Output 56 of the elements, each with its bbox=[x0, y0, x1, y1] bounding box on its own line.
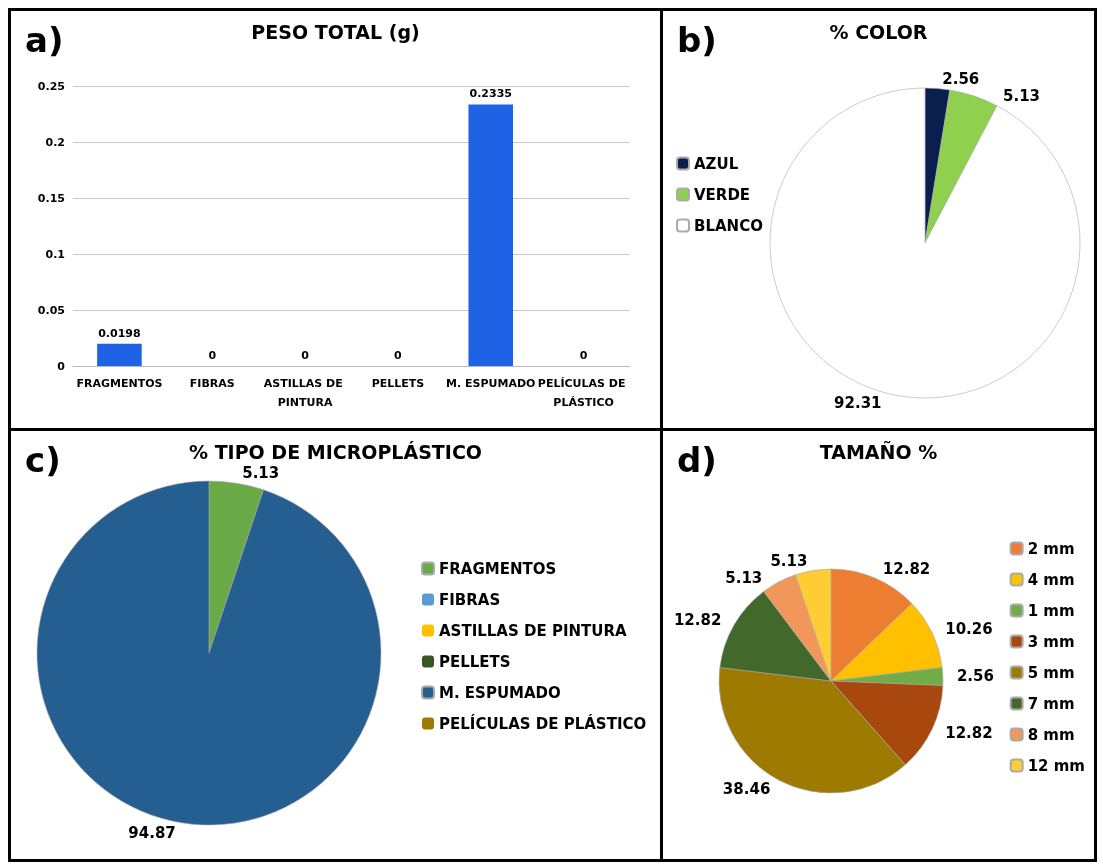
chart-title: TAMAÑO % bbox=[819, 439, 938, 463]
data-label: 38.46 bbox=[722, 780, 771, 799]
legend-label: 8 mm bbox=[1027, 725, 1075, 744]
y-tick-label: 0.25 bbox=[37, 79, 65, 93]
data-label: 5.13 bbox=[1003, 86, 1041, 105]
data-label: 12.82 bbox=[673, 611, 722, 630]
legend-label: PELLETS bbox=[439, 652, 511, 671]
x-tick-label: PELLETS bbox=[371, 377, 425, 390]
data-label: 12.82 bbox=[945, 724, 993, 743]
legend-label: FRAGMENTOS bbox=[439, 559, 557, 578]
legend-label: 5 mm bbox=[1027, 663, 1075, 682]
data-label: 5.13 bbox=[242, 464, 280, 483]
data-label: 0 bbox=[301, 349, 310, 362]
data-label: 2.56 bbox=[956, 667, 994, 686]
data-label: 5.13 bbox=[725, 568, 763, 587]
data-label: 0 bbox=[579, 349, 588, 362]
x-tick-label: FRAGMENTOS bbox=[76, 377, 163, 390]
y-tick-label: 0 bbox=[57, 359, 66, 373]
data-label: 10.26 bbox=[945, 619, 993, 638]
text: c) bbox=[25, 440, 61, 480]
x-tick-label: M. ESPUMADO bbox=[446, 377, 536, 390]
text: b) bbox=[677, 20, 717, 60]
data-label: 92.31 bbox=[834, 394, 882, 413]
legend-label: AZUL bbox=[694, 154, 739, 173]
chart-title: % COLOR bbox=[829, 20, 928, 43]
x-tick-label: FIBRAS bbox=[189, 377, 235, 390]
x-tick-label: PELÍCULAS DE PLÁSTICO bbox=[537, 377, 630, 409]
y-tick-label: 0.1 bbox=[45, 247, 65, 261]
legend-label: VERDE bbox=[694, 185, 751, 204]
legend-label: 2 mm bbox=[1027, 539, 1075, 558]
data-label: 0.0198 bbox=[98, 326, 141, 340]
legend-label: ASTILLAS DE PINTURA bbox=[439, 621, 627, 640]
data-label: 2.56 bbox=[942, 69, 980, 88]
x-tick-label: ASTILLAS DE PINTURA bbox=[263, 377, 347, 409]
data-label: 0 bbox=[208, 349, 217, 362]
legend-label: FIBRAS bbox=[439, 590, 501, 609]
legend-label: 4 mm bbox=[1027, 570, 1075, 589]
data-label: 0.2335 bbox=[469, 87, 512, 101]
y-tick-label: 0.15 bbox=[37, 191, 65, 205]
data-label: 5.13 bbox=[770, 551, 808, 570]
text: d) bbox=[677, 440, 717, 480]
legend-label: 7 mm bbox=[1027, 694, 1075, 713]
legend-label: 1 mm bbox=[1027, 601, 1075, 620]
chart-title: PESO TOTAL (g) bbox=[251, 20, 420, 43]
data-label: 0 bbox=[394, 349, 403, 362]
chart-title: % TIPO DE MICROPLÁSTICO bbox=[189, 440, 482, 463]
legend-label: M. ESPUMADO bbox=[439, 683, 561, 702]
y-tick-label: 0.05 bbox=[37, 303, 65, 317]
legend-label: PELÍCULAS DE PLÁSTICO bbox=[439, 713, 647, 733]
text: a) bbox=[25, 20, 64, 60]
y-tick-label: 0.2 bbox=[45, 135, 65, 149]
data-label: 12.82 bbox=[882, 559, 931, 578]
legend-label: BLANCO bbox=[694, 216, 763, 235]
data-label: 94.87 bbox=[128, 823, 176, 842]
legend-label: 3 mm bbox=[1027, 632, 1075, 651]
legend-label: 12 mm bbox=[1027, 756, 1085, 775]
